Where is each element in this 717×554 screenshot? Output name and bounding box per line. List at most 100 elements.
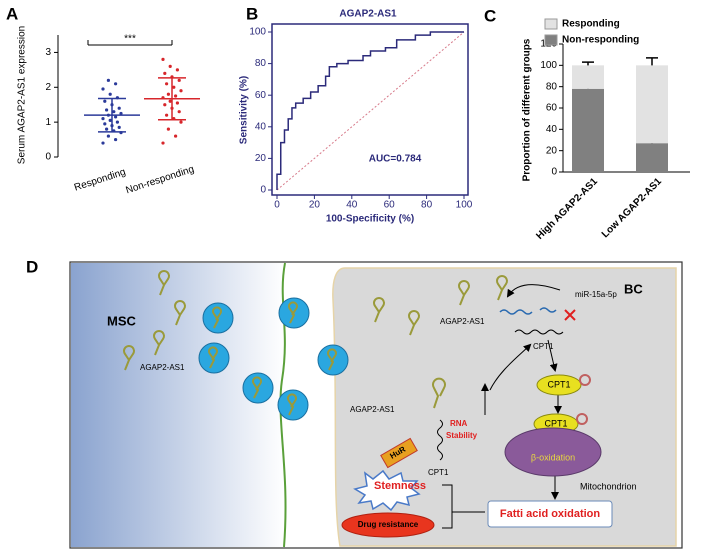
data-point bbox=[165, 82, 169, 86]
data-point bbox=[106, 78, 110, 82]
data-point bbox=[175, 101, 179, 105]
data-point bbox=[174, 94, 178, 98]
data-point bbox=[161, 57, 165, 62]
data-point bbox=[165, 113, 169, 117]
bar-segment bbox=[572, 65, 604, 89]
data-point bbox=[106, 134, 110, 138]
rna-label: RNA bbox=[450, 419, 468, 428]
msc-membrane bbox=[279, 262, 287, 548]
y-tick-label: 3 bbox=[45, 47, 51, 58]
legend-swatch bbox=[544, 34, 558, 46]
y-tick-label: 0 bbox=[45, 152, 51, 163]
lncrna-label: AGAP2-AS1 bbox=[140, 363, 185, 372]
x-tick-label: 80 bbox=[421, 200, 433, 211]
legend-label: Non-responding bbox=[562, 35, 639, 46]
data-point bbox=[166, 92, 170, 96]
y-tick-label: 2 bbox=[45, 82, 51, 93]
data-point bbox=[103, 99, 107, 103]
panel-label: B bbox=[246, 4, 258, 23]
panel-label: A bbox=[6, 4, 18, 23]
data-point bbox=[101, 141, 105, 145]
y-tick-label: 40 bbox=[546, 124, 558, 135]
bar-segment bbox=[636, 65, 668, 144]
data-point bbox=[117, 125, 121, 129]
data-point bbox=[163, 103, 167, 107]
y-tick-label: 60 bbox=[546, 103, 558, 114]
diagram: D MSC AGAP2-AS1 BC AGAP2-AS1 miR-15a-5p … bbox=[26, 257, 683, 549]
fao-label: Fatti acid oxidation bbox=[500, 508, 601, 520]
y-tick-label: 40 bbox=[255, 121, 267, 132]
x-tick-label: 60 bbox=[384, 200, 396, 211]
cpt1-label: CPT1 bbox=[544, 418, 567, 428]
x-tick-label: 0 bbox=[274, 200, 280, 211]
arrow bbox=[506, 284, 561, 298]
data-point bbox=[179, 120, 183, 124]
block-mark bbox=[564, 309, 576, 321]
sd-bar bbox=[158, 77, 186, 121]
y-tick-label: 100 bbox=[540, 60, 557, 71]
phospho bbox=[579, 374, 591, 386]
data-point bbox=[168, 64, 172, 68]
error-bar bbox=[582, 61, 594, 66]
mrna-1 bbox=[499, 309, 533, 315]
y-tick-label: 0 bbox=[260, 185, 266, 196]
arrow bbox=[489, 343, 532, 391]
mrna-2 bbox=[514, 329, 564, 335]
x-tick-label: 100 bbox=[456, 200, 473, 211]
beta-oxidation-label: β-oxidation bbox=[531, 452, 575, 462]
data-point bbox=[172, 85, 176, 89]
y-tick-label: 20 bbox=[255, 153, 267, 164]
chart-title: AGAP2-AS1 bbox=[339, 9, 397, 20]
data-point bbox=[115, 120, 119, 124]
data-point bbox=[179, 89, 183, 93]
data-point bbox=[101, 87, 105, 91]
drug-resistance-label: Drug resistance bbox=[358, 520, 419, 529]
data-point bbox=[177, 110, 181, 114]
y-tick-label: 100 bbox=[249, 27, 266, 38]
data-point bbox=[105, 108, 109, 112]
data-point bbox=[177, 78, 181, 82]
plot-frame bbox=[271, 23, 469, 196]
data-point bbox=[105, 127, 109, 131]
y-tick-label: 80 bbox=[255, 58, 267, 69]
error-bar bbox=[646, 57, 658, 66]
x-tick-label: Responding bbox=[73, 167, 127, 194]
data-point bbox=[161, 141, 165, 145]
data-point bbox=[108, 92, 112, 96]
data-point bbox=[101, 117, 105, 121]
legend-label: Responding bbox=[562, 19, 620, 30]
x-tick-label: Non-responding bbox=[124, 164, 195, 196]
data-point bbox=[108, 118, 112, 122]
bc-label: BC bbox=[624, 281, 643, 296]
roc-curve bbox=[276, 31, 464, 190]
data-point bbox=[114, 82, 118, 86]
mitochondrion bbox=[504, 427, 602, 477]
sd-bar bbox=[98, 97, 126, 133]
phospho bbox=[576, 413, 588, 425]
annotation: AUC=0.784 bbox=[369, 154, 422, 165]
bar-segment bbox=[636, 143, 668, 172]
data-point bbox=[166, 127, 170, 131]
x-tick-label: 20 bbox=[309, 200, 321, 211]
y-axis-label: Proportion of different groups bbox=[522, 38, 533, 181]
panel-label: C bbox=[484, 6, 496, 25]
lncrna-icons bbox=[123, 270, 508, 416]
data-point bbox=[114, 115, 118, 119]
cpt1-label: CPT1 bbox=[533, 342, 554, 351]
data-point bbox=[174, 134, 178, 138]
bracket bbox=[442, 484, 485, 529]
cpt1-strand bbox=[437, 419, 443, 461]
y-axis-label: Sensitivity (%) bbox=[239, 76, 250, 144]
y-tick-label: 80 bbox=[546, 81, 558, 92]
drug-resistance-shape bbox=[341, 512, 435, 538]
data-point bbox=[168, 99, 172, 103]
stemness-star bbox=[353, 469, 421, 512]
mirna-label: miR-15a-5p bbox=[575, 290, 617, 299]
lncrna-label: AGAP2-AS1 bbox=[440, 317, 485, 326]
bc-region bbox=[332, 267, 677, 547]
data-point bbox=[114, 137, 118, 142]
mitochondrion-label: Mitochondrion bbox=[580, 481, 637, 491]
arrow bbox=[547, 339, 558, 372]
fao-box bbox=[487, 500, 613, 528]
